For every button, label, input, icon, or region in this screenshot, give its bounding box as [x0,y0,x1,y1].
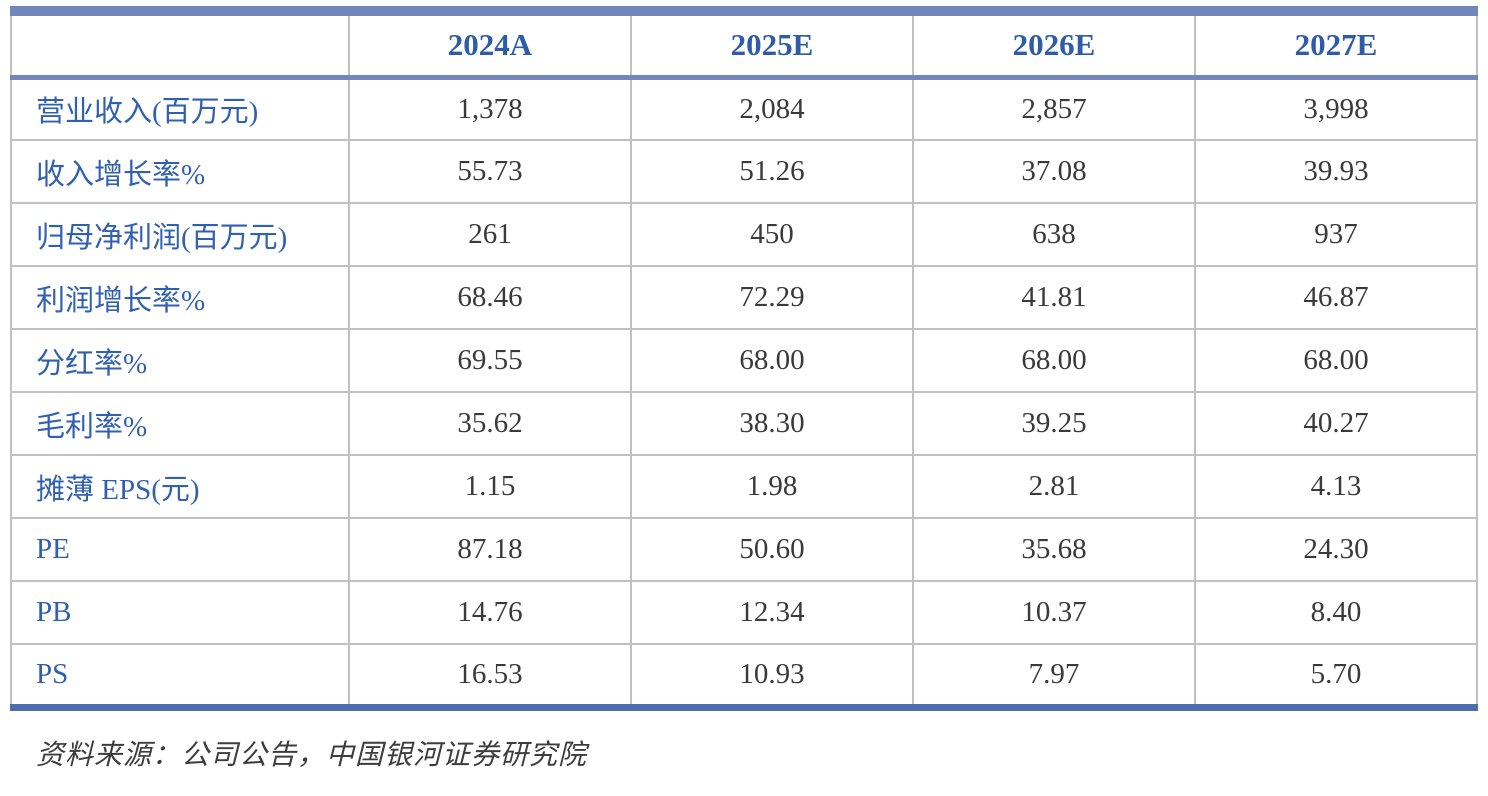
cell-value: 40.27 [1194,391,1477,455]
row-label: 摊薄 EPS(元) [11,454,349,518]
row-label: 毛利率% [11,391,349,455]
row-label: PS [11,643,349,708]
table-row: PB 14.76 12.34 10.37 8.40 [11,580,1477,644]
corner-cell [11,11,349,80]
row-label: 营业收入(百万元) [11,77,349,140]
financial-forecast-table: 2024A 2025E 2026E 2027E 营业收入(百万元) 1,378 … [10,6,1478,711]
row-label: PE [11,517,349,581]
table-row: 摊薄 EPS(元) 1.15 1.98 2.81 4.13 [11,454,1477,518]
table-row: 分红率% 69.55 68.00 68.00 68.00 [11,328,1477,392]
column-header-2027e: 2027E [1194,11,1477,80]
column-header-2025e: 2025E [630,11,913,80]
cell-value: 1,378 [348,77,631,140]
cell-value: 68.00 [912,328,1195,392]
cell-value: 5.70 [1194,643,1477,708]
cell-value: 12.34 [630,580,913,644]
cell-value: 39.25 [912,391,1195,455]
cell-value: 2,084 [630,77,913,140]
table-row: 毛利率% 35.62 38.30 39.25 40.27 [11,391,1477,455]
cell-value: 39.93 [1194,139,1477,203]
cell-value: 35.62 [348,391,631,455]
table-row: 归母净利润(百万元) 261 450 638 937 [11,202,1477,266]
cell-value: 10.93 [630,643,913,708]
table-body: 营业收入(百万元) 1,378 2,084 2,857 3,998 收入增长率%… [11,77,1477,708]
source-note: 资料来源：公司公告，中国银河证券研究院 [36,740,588,771]
cell-value: 69.55 [348,328,631,392]
cell-value: 55.73 [348,139,631,203]
cell-value: 50.60 [630,517,913,581]
cell-value: 41.81 [912,265,1195,329]
cell-value: 2.81 [912,454,1195,518]
cell-value: 2,857 [912,77,1195,140]
column-header-2026e: 2026E [912,11,1195,80]
cell-value: 937 [1194,202,1477,266]
cell-value: 4.13 [1194,454,1477,518]
cell-value: 51.26 [630,139,913,203]
cell-value: 1.98 [630,454,913,518]
cell-value: 46.87 [1194,265,1477,329]
table-row: PE 87.18 50.60 35.68 24.30 [11,517,1477,581]
row-label: PB [11,580,349,644]
cell-value: 7.97 [912,643,1195,708]
cell-value: 3,998 [1194,77,1477,140]
cell-value: 261 [348,202,631,266]
cell-value: 1.15 [348,454,631,518]
table-header-row: 2024A 2025E 2026E 2027E [11,11,1477,80]
row-label: 归母净利润(百万元) [11,202,349,266]
row-label: 收入增长率% [11,139,349,203]
cell-value: 35.68 [912,517,1195,581]
cell-value: 68.00 [630,328,913,392]
cell-value: 450 [630,202,913,266]
cell-value: 10.37 [912,580,1195,644]
cell-value: 24.30 [1194,517,1477,581]
cell-value: 14.76 [348,580,631,644]
table-row: 营业收入(百万元) 1,378 2,084 2,857 3,998 [11,77,1477,140]
table-row: 利润增长率% 68.46 72.29 41.81 46.87 [11,265,1477,329]
table-row: 收入增长率% 55.73 51.26 37.08 39.93 [11,139,1477,203]
column-header-2024a: 2024A [348,11,631,80]
cell-value: 8.40 [1194,580,1477,644]
row-label: 利润增长率% [11,265,349,329]
cell-value: 68.00 [1194,328,1477,392]
cell-value: 72.29 [630,265,913,329]
row-label: 分红率% [11,328,349,392]
cell-value: 16.53 [348,643,631,708]
cell-value: 37.08 [912,139,1195,203]
cell-value: 38.30 [630,391,913,455]
cell-value: 638 [912,202,1195,266]
cell-value: 87.18 [348,517,631,581]
cell-value: 68.46 [348,265,631,329]
table-row: PS 16.53 10.93 7.97 5.70 [11,643,1477,708]
